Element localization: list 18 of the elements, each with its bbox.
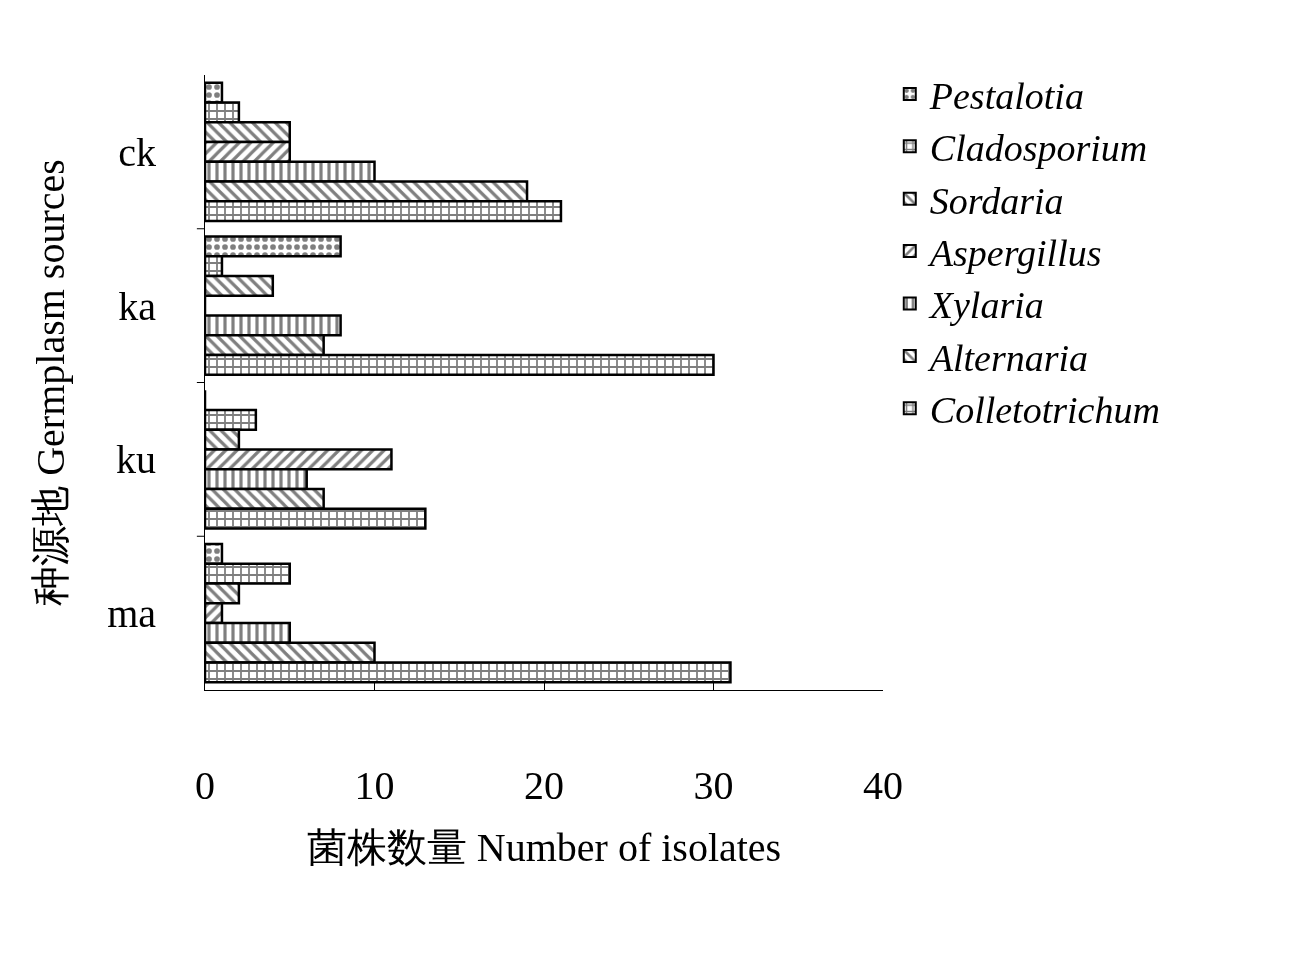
x-axis-title: 菌株数量 Number of isolates bbox=[306, 824, 782, 870]
y-axis-title: 种源地 Germplasm sources bbox=[27, 159, 73, 606]
text: Xylaria bbox=[927, 284, 1044, 327]
y-tick-label: ck bbox=[118, 129, 156, 175]
x-tick-label: 40 bbox=[863, 763, 903, 808]
text: Pestalotia bbox=[928, 74, 1084, 117]
text: Colletotrichum bbox=[929, 389, 1160, 432]
x-tick-label: 0 bbox=[195, 763, 215, 808]
y-tick-label: ka bbox=[118, 283, 157, 329]
y-tick-label: ku bbox=[116, 437, 156, 483]
text: Alternaria bbox=[926, 336, 1089, 379]
x-tick-label: 30 bbox=[693, 763, 734, 808]
text: Sordaria bbox=[929, 179, 1064, 222]
text: Cladosporium bbox=[929, 127, 1148, 170]
x-tick-label: 10 bbox=[354, 763, 395, 808]
x-tick-label: 20 bbox=[524, 763, 564, 808]
text: Aspergillus bbox=[926, 231, 1102, 274]
y-tick-label: ma bbox=[107, 591, 157, 637]
